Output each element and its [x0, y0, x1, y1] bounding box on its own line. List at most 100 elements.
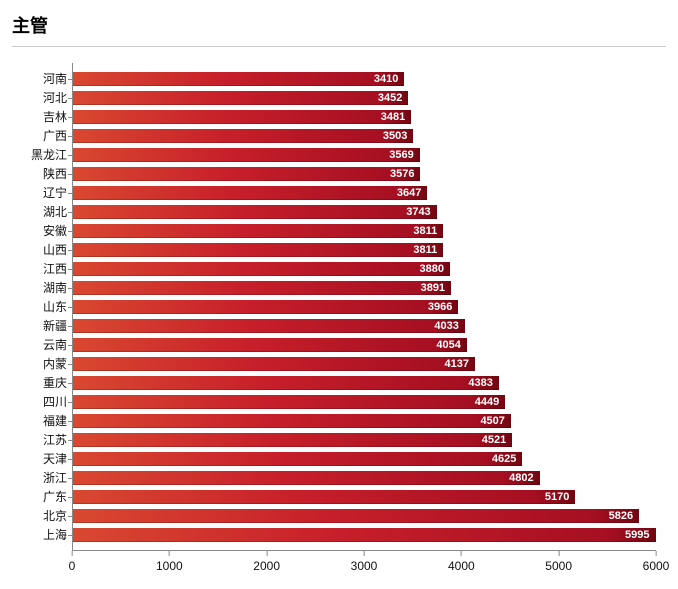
bar-value-label: 5826 — [609, 510, 633, 522]
y-axis-label: 陕西 — [43, 165, 67, 182]
bar-value-label: 4507 — [480, 415, 504, 427]
plot-area: 河南3410河北3452吉林3481广西3503黑龙江3569陕西3576辽宁3… — [72, 63, 656, 551]
bar: 3576 — [73, 167, 420, 181]
y-axis-label: 北京 — [43, 507, 67, 524]
y-axis-label: 河南 — [43, 70, 67, 87]
bar-row: 陕西3576 — [73, 165, 656, 182]
bar-value-label: 5170 — [545, 491, 569, 503]
bar-value-label: 4449 — [475, 396, 499, 408]
y-axis-label: 新疆 — [43, 317, 67, 334]
y-axis-label: 黑龙江 — [31, 146, 67, 163]
bar-row: 安徽3811 — [73, 222, 656, 239]
x-axis: 0100020003000400050006000 — [72, 551, 656, 577]
bar-value-label: 3410 — [374, 73, 398, 85]
x-axis-tick: 2000 — [253, 551, 280, 573]
bar-value-label: 3503 — [383, 130, 407, 142]
bar: 4383 — [73, 376, 499, 390]
y-axis-label: 河北 — [43, 89, 67, 106]
bar-row: 吉林3481 — [73, 108, 656, 125]
bar-row: 新疆4033 — [73, 317, 656, 334]
x-axis-label: 5000 — [545, 559, 572, 573]
y-axis-label: 江苏 — [43, 431, 67, 448]
bar-value-label: 3481 — [381, 111, 405, 123]
x-axis-label: 3000 — [351, 559, 378, 573]
bar-row: 云南4054 — [73, 336, 656, 353]
x-axis-tick: 5000 — [545, 551, 572, 573]
bar-row: 江西3880 — [73, 260, 656, 277]
bar-value-label: 3647 — [397, 187, 421, 199]
y-axis-label: 广东 — [43, 488, 67, 505]
bar: 4521 — [73, 433, 512, 447]
bar-row: 江苏4521 — [73, 431, 656, 448]
bar-value-label: 5995 — [625, 529, 649, 541]
bar-row: 广西3503 — [73, 127, 656, 144]
bar-value-label: 3966 — [428, 301, 452, 313]
x-axis-label: 4000 — [448, 559, 475, 573]
bar: 3811 — [73, 224, 443, 238]
bar: 5995 — [73, 528, 656, 542]
x-axis-tick: 1000 — [156, 551, 183, 573]
bar-value-label: 3576 — [390, 168, 414, 180]
bar-row: 重庆4383 — [73, 374, 656, 391]
bar-value-label: 3452 — [378, 92, 402, 104]
bar-value-label: 3880 — [420, 263, 444, 275]
chart-title: 主管 — [12, 12, 666, 47]
x-axis-tick: 3000 — [351, 551, 378, 573]
y-axis-label: 福建 — [43, 412, 67, 429]
y-axis-label: 广西 — [43, 127, 67, 144]
bar-value-label: 4625 — [492, 453, 516, 465]
bar-row: 天津4625 — [73, 450, 656, 467]
bar: 5826 — [73, 509, 639, 523]
bar-row: 四川4449 — [73, 393, 656, 410]
bar-value-label: 4137 — [444, 358, 468, 370]
bar: 4033 — [73, 319, 465, 333]
bar: 3647 — [73, 186, 427, 200]
y-axis-label: 辽宁 — [43, 184, 67, 201]
y-axis-label: 吉林 — [43, 108, 67, 125]
bar-row: 浙江4802 — [73, 469, 656, 486]
bar-value-label: 4054 — [436, 339, 460, 351]
bar-row: 北京5826 — [73, 507, 656, 524]
y-axis-label: 安徽 — [43, 222, 67, 239]
y-axis-label: 湖北 — [43, 203, 67, 220]
x-axis-label: 6000 — [643, 559, 670, 573]
bar-row: 山东3966 — [73, 298, 656, 315]
y-axis-label: 天津 — [43, 450, 67, 467]
y-axis-label: 浙江 — [43, 469, 67, 486]
bar-row: 山西3811 — [73, 241, 656, 258]
bar-value-label: 4802 — [509, 472, 533, 484]
y-axis-label: 云南 — [43, 336, 67, 353]
bar: 3481 — [73, 110, 411, 124]
x-axis-tick: 4000 — [448, 551, 475, 573]
bar-value-label: 3569 — [389, 149, 413, 161]
bar: 5170 — [73, 490, 575, 504]
bar-chart: 河南3410河北3452吉林3481广西3503黑龙江3569陕西3576辽宁3… — [12, 63, 666, 577]
bar: 4449 — [73, 395, 505, 409]
y-axis-label: 湖南 — [43, 279, 67, 296]
bar-row: 上海5995 — [73, 526, 656, 543]
bar-row: 河北3452 — [73, 89, 656, 106]
x-axis-tick: 6000 — [643, 551, 670, 573]
bar: 3503 — [73, 129, 413, 143]
y-axis-label: 山东 — [43, 298, 67, 315]
x-axis-label: 1000 — [156, 559, 183, 573]
bar-row: 湖南3891 — [73, 279, 656, 296]
bar-value-label: 3743 — [406, 206, 430, 218]
bar-value-label: 4521 — [482, 434, 506, 446]
bar-value-label: 4383 — [468, 377, 492, 389]
bar: 4802 — [73, 471, 540, 485]
bar: 3811 — [73, 243, 443, 257]
bar-row: 湖北3743 — [73, 203, 656, 220]
bar-row: 河南3410 — [73, 70, 656, 87]
x-axis-tick: 0 — [69, 551, 76, 573]
bar-row: 黑龙江3569 — [73, 146, 656, 163]
bar: 4137 — [73, 357, 475, 371]
bar-row: 福建4507 — [73, 412, 656, 429]
y-axis-label: 山西 — [43, 241, 67, 258]
bar: 3966 — [73, 300, 458, 314]
bar-value-label: 4033 — [434, 320, 458, 332]
bar-value-label: 3811 — [413, 244, 437, 256]
x-axis-label: 2000 — [253, 559, 280, 573]
bar: 4625 — [73, 452, 522, 466]
bar: 3569 — [73, 148, 420, 162]
